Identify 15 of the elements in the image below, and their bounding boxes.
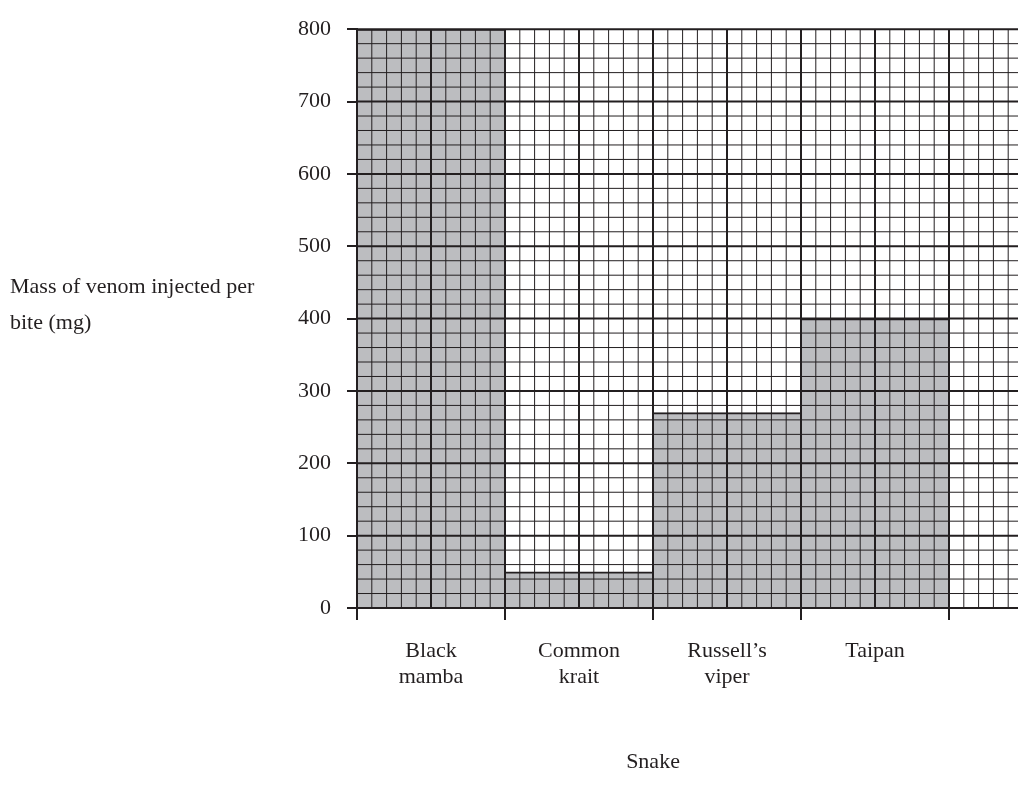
- y-tick-label: 0: [320, 593, 331, 619]
- y-tick-label: 400: [298, 304, 331, 330]
- x-tick-label: Russell’s viper: [687, 636, 767, 689]
- x-tick-label: Taipan: [845, 636, 905, 662]
- y-tick-label: 600: [298, 159, 331, 185]
- x-axis-title: Snake: [626, 747, 680, 773]
- y-tick-label: 300: [298, 376, 331, 402]
- y-tick-label: 800: [298, 14, 331, 40]
- x-tick-label: Black mamba: [398, 636, 464, 689]
- y-tick-label: 700: [298, 87, 331, 113]
- y-tick-label: 200: [298, 449, 331, 475]
- y-tick-label: 500: [298, 232, 331, 258]
- y-axis-title: Mass of venom injected per bite (mg): [10, 272, 255, 336]
- x-tick-label: Common krait: [538, 636, 620, 689]
- y-tick-label: 100: [298, 521, 331, 547]
